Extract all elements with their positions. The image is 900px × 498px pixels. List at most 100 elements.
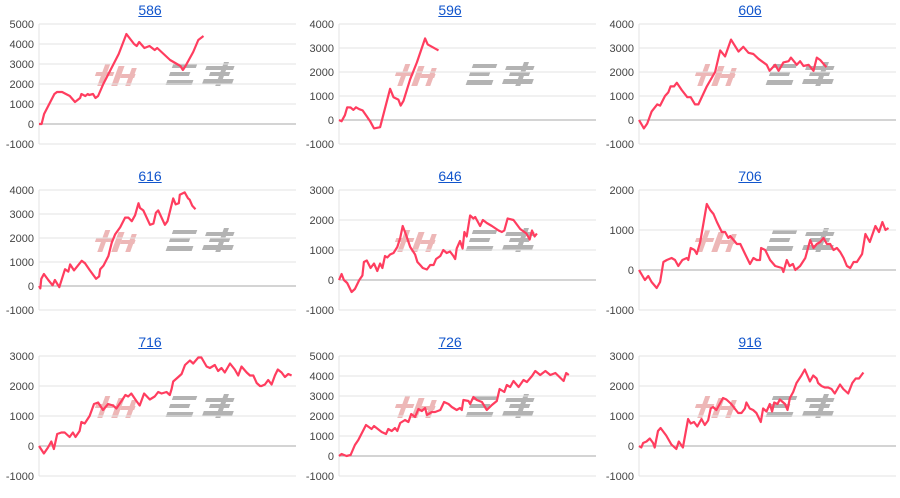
- chart-svg: 5000 4000 3000 2000 1000 0 -1000: [306, 351, 596, 483]
- chart-726: 5000 4000 3000 2000 1000 0 -1000 726: [300, 332, 600, 498]
- series-line: [638, 202, 890, 290]
- y-tick-label: 3000: [310, 391, 334, 403]
- series-line: [337, 214, 538, 294]
- chart-title: 646: [300, 168, 600, 184]
- chart-title-link[interactable]: 616: [138, 168, 162, 184]
- y-tick-label: 4000: [610, 19, 634, 31]
- chart-586: 5000 4000 3000 2000 1000 0 -1000 586: [0, 0, 300, 166]
- chart-706: 2000 1000 0 -1000 706: [600, 166, 900, 332]
- y-tick-label: -1000: [6, 471, 34, 483]
- y-tick-label: 2000: [10, 381, 34, 393]
- y-tick-label: 3000: [610, 43, 634, 55]
- chart-title-link[interactable]: 606: [738, 2, 762, 18]
- y-tick-label: 0: [628, 115, 634, 127]
- chart-title-link[interactable]: 726: [438, 334, 462, 350]
- y-tick-label: -1000: [306, 139, 334, 151]
- y-tick-label: 1000: [10, 257, 34, 269]
- chart-title: 726: [300, 334, 600, 350]
- chart-716: 3000 2000 1000 0 -1000 716: [0, 332, 300, 498]
- chart-916: 3000 2000 1000 0 -1000 916: [600, 332, 900, 498]
- y-tick-label: 4000: [10, 39, 34, 51]
- y-tick-label: 0: [28, 119, 34, 131]
- y-tick-label: -1000: [306, 471, 334, 483]
- chart-title-link[interactable]: 646: [438, 168, 462, 184]
- chart-svg: 5000 4000 3000 2000 1000 0 -1000: [6, 19, 296, 151]
- watermark-logo: [394, 228, 535, 252]
- series-line: [338, 369, 570, 458]
- watermark-logo: [694, 228, 835, 252]
- chart-606: 4000 3000 2000 1000 0 -1000 606: [600, 0, 900, 166]
- y-tick-label: 0: [328, 275, 334, 287]
- y-tick-label: 4000: [310, 19, 334, 31]
- y-tick-label: 0: [328, 115, 334, 127]
- watermark-logo: [394, 62, 535, 86]
- y-tick-label: 0: [28, 441, 34, 453]
- y-tick-label: 1000: [610, 91, 634, 103]
- y-tick-label: 5000: [310, 351, 334, 363]
- series-line: [338, 37, 440, 130]
- series-line: [38, 356, 293, 455]
- chart-svg: 3000 2000 1000 0 -1000: [306, 185, 596, 317]
- series-line: [38, 191, 197, 290]
- watermark-logo: [94, 228, 235, 252]
- chart-title: 716: [0, 334, 300, 350]
- y-tick-label: 0: [328, 451, 334, 463]
- chart-svg: 4000 3000 2000 1000 0 -1000: [606, 19, 896, 151]
- y-tick-label: 3000: [10, 209, 34, 221]
- watermark-logo: [694, 62, 835, 86]
- y-tick-label: 1000: [610, 225, 634, 237]
- y-tick-label: -1000: [6, 139, 34, 151]
- y-tick-label: 0: [28, 281, 34, 293]
- y-tick-label: 2000: [610, 381, 634, 393]
- chart-596: 4000 3000 2000 1000 0 -1000 596: [300, 0, 600, 166]
- y-tick-label: 2000: [10, 233, 34, 245]
- y-tick-label: 2000: [310, 215, 334, 227]
- chart-title-link[interactable]: 916: [738, 334, 762, 350]
- chart-646: 3000 2000 1000 0 -1000 646: [300, 166, 600, 332]
- y-tick-label: 2000: [10, 79, 34, 91]
- series-line: [638, 38, 828, 130]
- y-tick-label: -1000: [306, 305, 334, 317]
- series-line: [638, 368, 865, 451]
- y-tick-label: 5000: [10, 19, 34, 31]
- watermark-logo: [694, 394, 835, 418]
- y-tick-label: -1000: [606, 305, 634, 317]
- y-tick-label: 4000: [310, 371, 334, 383]
- chart-title-link[interactable]: 596: [438, 2, 462, 18]
- y-tick-label: 2000: [610, 185, 634, 197]
- watermark-logo: [394, 394, 535, 418]
- chart-title-link[interactable]: 586: [138, 2, 162, 18]
- chart-svg: 2000 1000 0 -1000: [606, 185, 896, 317]
- y-tick-label: 4000: [10, 185, 34, 197]
- y-tick-label: -1000: [6, 305, 34, 317]
- y-tick-label: 3000: [10, 59, 34, 71]
- chart-svg: 3000 2000 1000 0 -1000: [6, 351, 296, 483]
- chart-title: 616: [0, 168, 300, 184]
- y-tick-label: 3000: [310, 43, 334, 55]
- y-tick-label: 1000: [10, 99, 34, 111]
- y-tick-label: 0: [628, 265, 634, 277]
- y-tick-label: 2000: [310, 411, 334, 423]
- chart-title: 916: [600, 334, 900, 350]
- y-tick-label: 1000: [310, 245, 334, 257]
- chart-svg: 4000 3000 2000 1000 0 -1000: [306, 19, 596, 151]
- chart-title: 596: [300, 2, 600, 18]
- y-tick-label: 1000: [310, 91, 334, 103]
- y-tick-label: 1000: [310, 431, 334, 443]
- y-tick-label: 3000: [310, 185, 334, 197]
- chart-title: 586: [0, 2, 300, 18]
- chart-title: 606: [600, 2, 900, 18]
- y-tick-label: 2000: [610, 67, 634, 79]
- series-line: [39, 32, 205, 126]
- y-tick-label: 3000: [610, 351, 634, 363]
- chart-title-link[interactable]: 716: [138, 334, 162, 350]
- chart-616: 4000 3000 2000 1000 0 -1000 616: [0, 166, 300, 332]
- y-tick-label: 0: [628, 441, 634, 453]
- chart-svg: 4000 3000 2000 1000 0 -1000: [6, 185, 296, 317]
- y-tick-label: 1000: [10, 411, 34, 423]
- y-tick-label: -1000: [606, 471, 634, 483]
- chart-title: 706: [600, 168, 900, 184]
- y-tick-label: 3000: [10, 351, 34, 363]
- chart-title-link[interactable]: 706: [738, 168, 762, 184]
- y-tick-label: 1000: [610, 411, 634, 423]
